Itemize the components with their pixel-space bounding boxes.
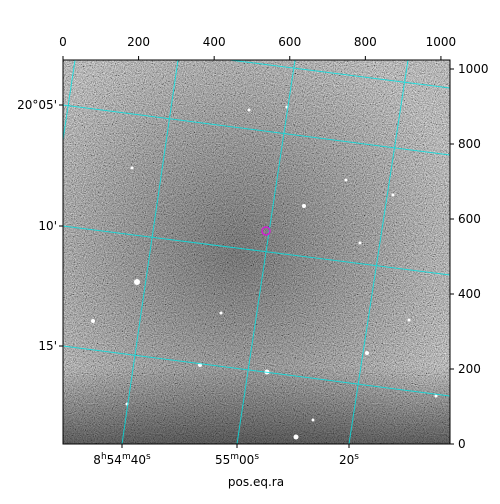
ra-unit: m (122, 452, 131, 462)
ra-unit: s (254, 452, 259, 462)
y-tick-label: 200 (458, 362, 481, 376)
dec-label: 15' (38, 339, 57, 353)
ra-value: 40 (131, 453, 146, 467)
ra-value: 54 (107, 453, 122, 467)
y-tick-label: 1000 (458, 62, 489, 76)
ra-label: 8h54m40s (93, 452, 151, 467)
x-axis-label: pos.eq.ra (228, 475, 284, 489)
ra-label: 20s (339, 452, 359, 467)
dec-label: 20°05' (17, 98, 57, 112)
target-marker (261, 226, 271, 236)
dec-label: 10' (38, 219, 57, 233)
axes-frame (62, 59, 451, 445)
x-tick-label: 600 (278, 35, 301, 49)
x-tick-label: 0 (59, 35, 67, 49)
sky-image (63, 60, 450, 444)
ra-label: 55m00s (215, 452, 259, 467)
ra-unit: h (101, 452, 107, 462)
ra-unit: s (354, 452, 359, 462)
y-tick-label: 0 (458, 437, 466, 451)
y-tick-label: 800 (458, 137, 481, 151)
ra-value: 20 (339, 453, 354, 467)
x-tick-label: 800 (354, 35, 377, 49)
ra-value: 00 (239, 453, 254, 467)
x-tick-label: 400 (203, 35, 226, 49)
ra-value: 55 (215, 453, 230, 467)
x-tick-label: 200 (127, 35, 150, 49)
ra-value: 8 (93, 453, 101, 467)
ra-unit: s (146, 452, 151, 462)
coordinate-grid (63, 60, 450, 444)
ra-unit: m (230, 452, 239, 462)
y-tick-label: 600 (458, 212, 481, 226)
y-tick-label: 400 (458, 287, 481, 301)
x-tick-label: 1000 (426, 35, 457, 49)
